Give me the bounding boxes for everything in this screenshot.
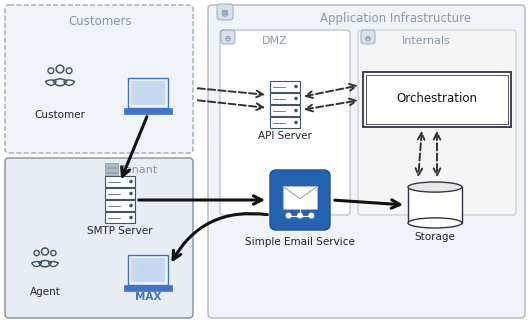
FancyBboxPatch shape [270,170,330,230]
Circle shape [294,109,298,112]
Text: MAX: MAX [135,292,161,302]
Bar [128,255,168,285]
Text: DMZ: DMZ [262,36,288,46]
Circle shape [286,213,292,219]
Bar [105,163,118,167]
Text: Internals: Internals [402,36,451,46]
Circle shape [294,121,298,124]
FancyBboxPatch shape [221,30,235,44]
Bar [105,173,118,177]
Bar [282,186,317,209]
Circle shape [297,213,303,219]
Text: Orchestration: Orchestration [396,92,478,106]
Circle shape [129,192,133,195]
Circle shape [129,204,133,207]
FancyBboxPatch shape [217,4,233,20]
Text: SMTP Server: SMTP Server [87,226,153,236]
Circle shape [294,97,298,100]
Bar [105,212,135,223]
Bar [105,176,135,187]
Bar [222,10,228,15]
FancyBboxPatch shape [5,158,193,318]
Bar [128,78,168,108]
Bar [105,200,135,211]
Bar [270,105,300,116]
Bar [105,188,135,199]
FancyBboxPatch shape [220,30,350,215]
Text: Customer: Customer [34,110,85,120]
Circle shape [129,180,133,183]
Bar [124,108,172,114]
Text: API Server: API Server [258,131,312,141]
Bar [270,81,300,92]
Circle shape [308,213,314,219]
Text: Agent: Agent [30,287,60,297]
Circle shape [129,216,133,219]
Bar [363,72,511,127]
Bar [270,93,300,104]
FancyBboxPatch shape [208,5,525,318]
Ellipse shape [408,218,462,228]
Ellipse shape [408,182,462,192]
FancyBboxPatch shape [5,5,193,153]
Text: Storage: Storage [414,232,455,242]
FancyBboxPatch shape [358,30,516,215]
Bar [226,36,231,40]
Bar [408,187,462,223]
FancyBboxPatch shape [361,30,375,44]
Bar [105,168,118,172]
Circle shape [294,85,298,88]
Bar [366,36,370,40]
Bar [366,75,508,124]
Text: Customers: Customers [68,15,132,28]
Text: Tenant: Tenant [120,165,157,175]
Text: Application Infrastructure: Application Infrastructure [320,12,471,25]
Text: Simple Email Service: Simple Email Service [245,237,355,247]
Bar [270,117,300,128]
Bar [131,258,165,282]
Bar [124,285,172,291]
Bar [131,81,165,105]
